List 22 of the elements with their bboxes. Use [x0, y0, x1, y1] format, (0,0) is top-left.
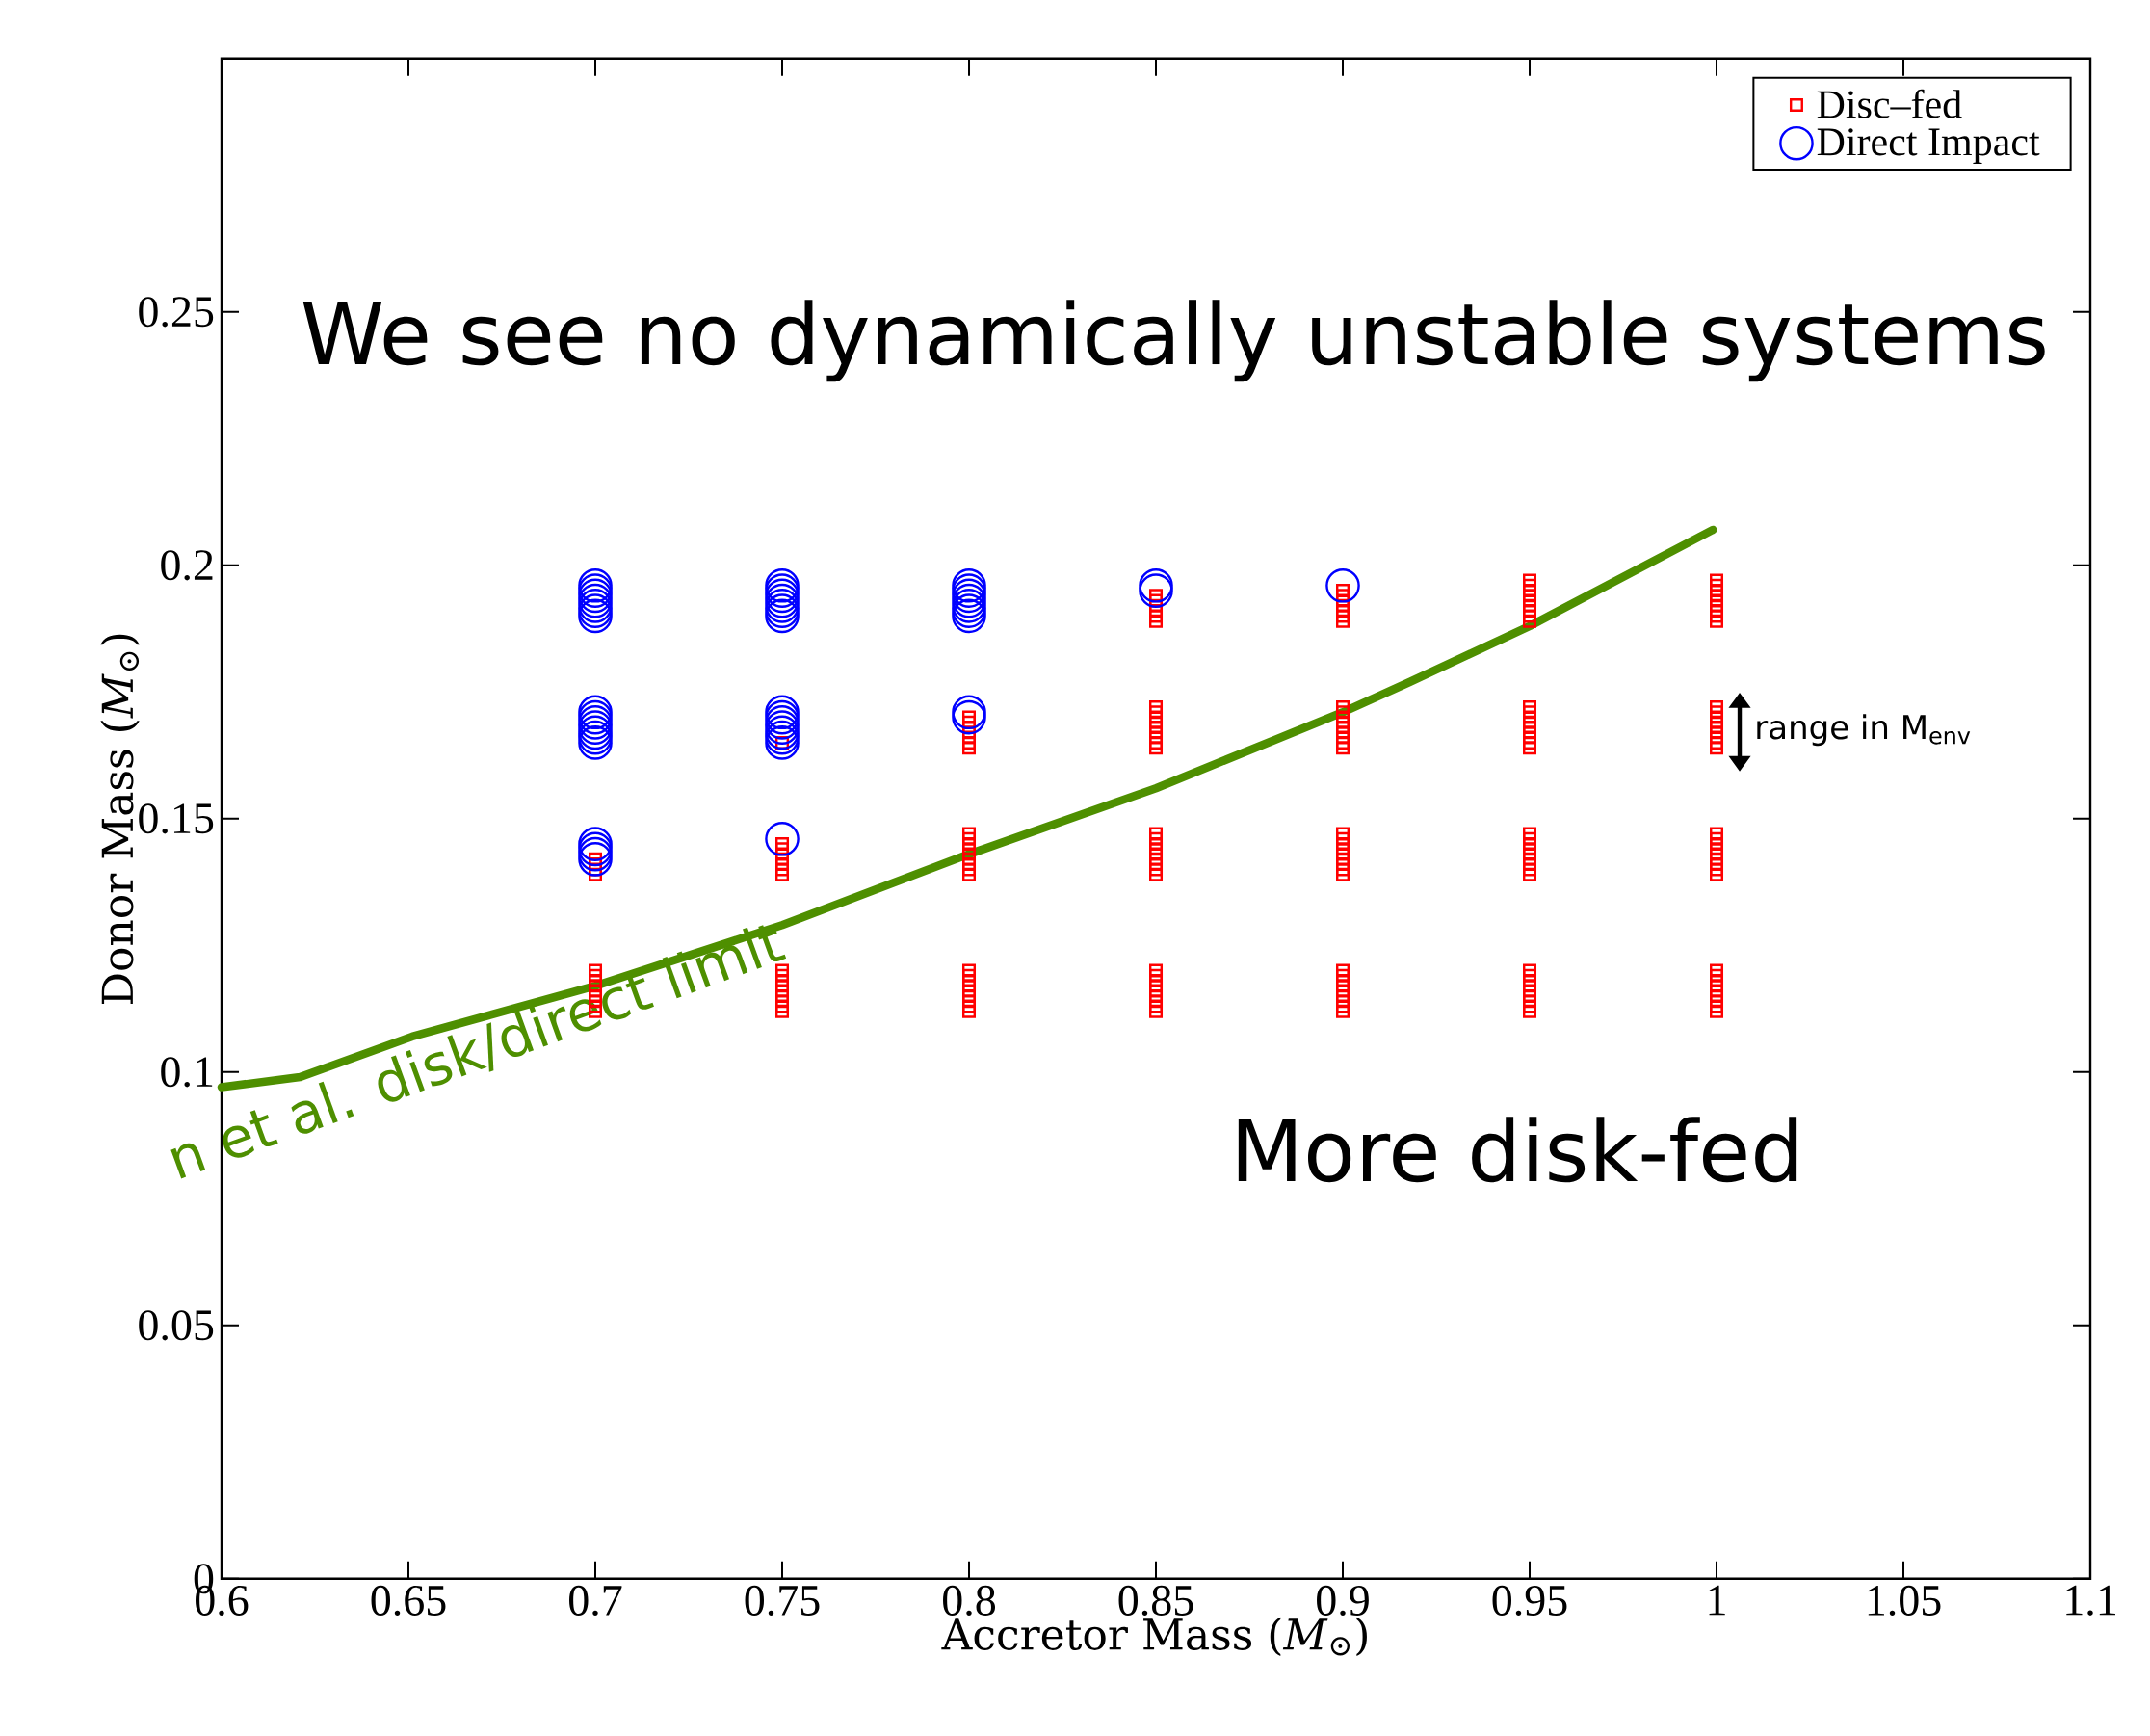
annotation: More disk-fed: [1238, 1117, 1797, 1183]
x-tick-label: 0.8: [943, 1585, 996, 1617]
y-tick-label: 0.15: [139, 803, 214, 834]
x-axis-title: Accretor Mass (M$_{⊙}$): [941, 1617, 1367, 1657]
y-tick-label: 0.2: [161, 550, 213, 581]
x-tick-label: 0.9: [1317, 1585, 1369, 1617]
x-tick-label: 1: [1709, 1585, 1725, 1616]
x-tick-label: 0.85: [1118, 1585, 1193, 1617]
annotation: range in M$_{env}$: [1757, 714, 1971, 747]
x-tick-label: 0.65: [371, 1585, 446, 1617]
x-tick-label: 1.05: [1868, 1585, 1941, 1617]
x-tick-label: 0.75: [745, 1585, 820, 1617]
y-tick-label: 0.25: [139, 297, 214, 328]
y-axis-title: Donor Mass (M$_{⊙}$): [100, 634, 140, 1004]
y-tick-label: 0.05: [139, 1310, 214, 1341]
x-tick-label: 1.1: [2066, 1585, 2115, 1616]
legend-label: Direct Impact: [1817, 128, 2040, 165]
x-tick-label: 0.95: [1492, 1585, 1567, 1617]
y-tick-label: 0.1: [161, 1057, 213, 1088]
legend-label: Disc–fed: [1817, 89, 1962, 118]
annotation: We see no dynamically unstable systems: [302, 300, 2045, 382]
x-tick-label: 0.7: [569, 1585, 622, 1617]
